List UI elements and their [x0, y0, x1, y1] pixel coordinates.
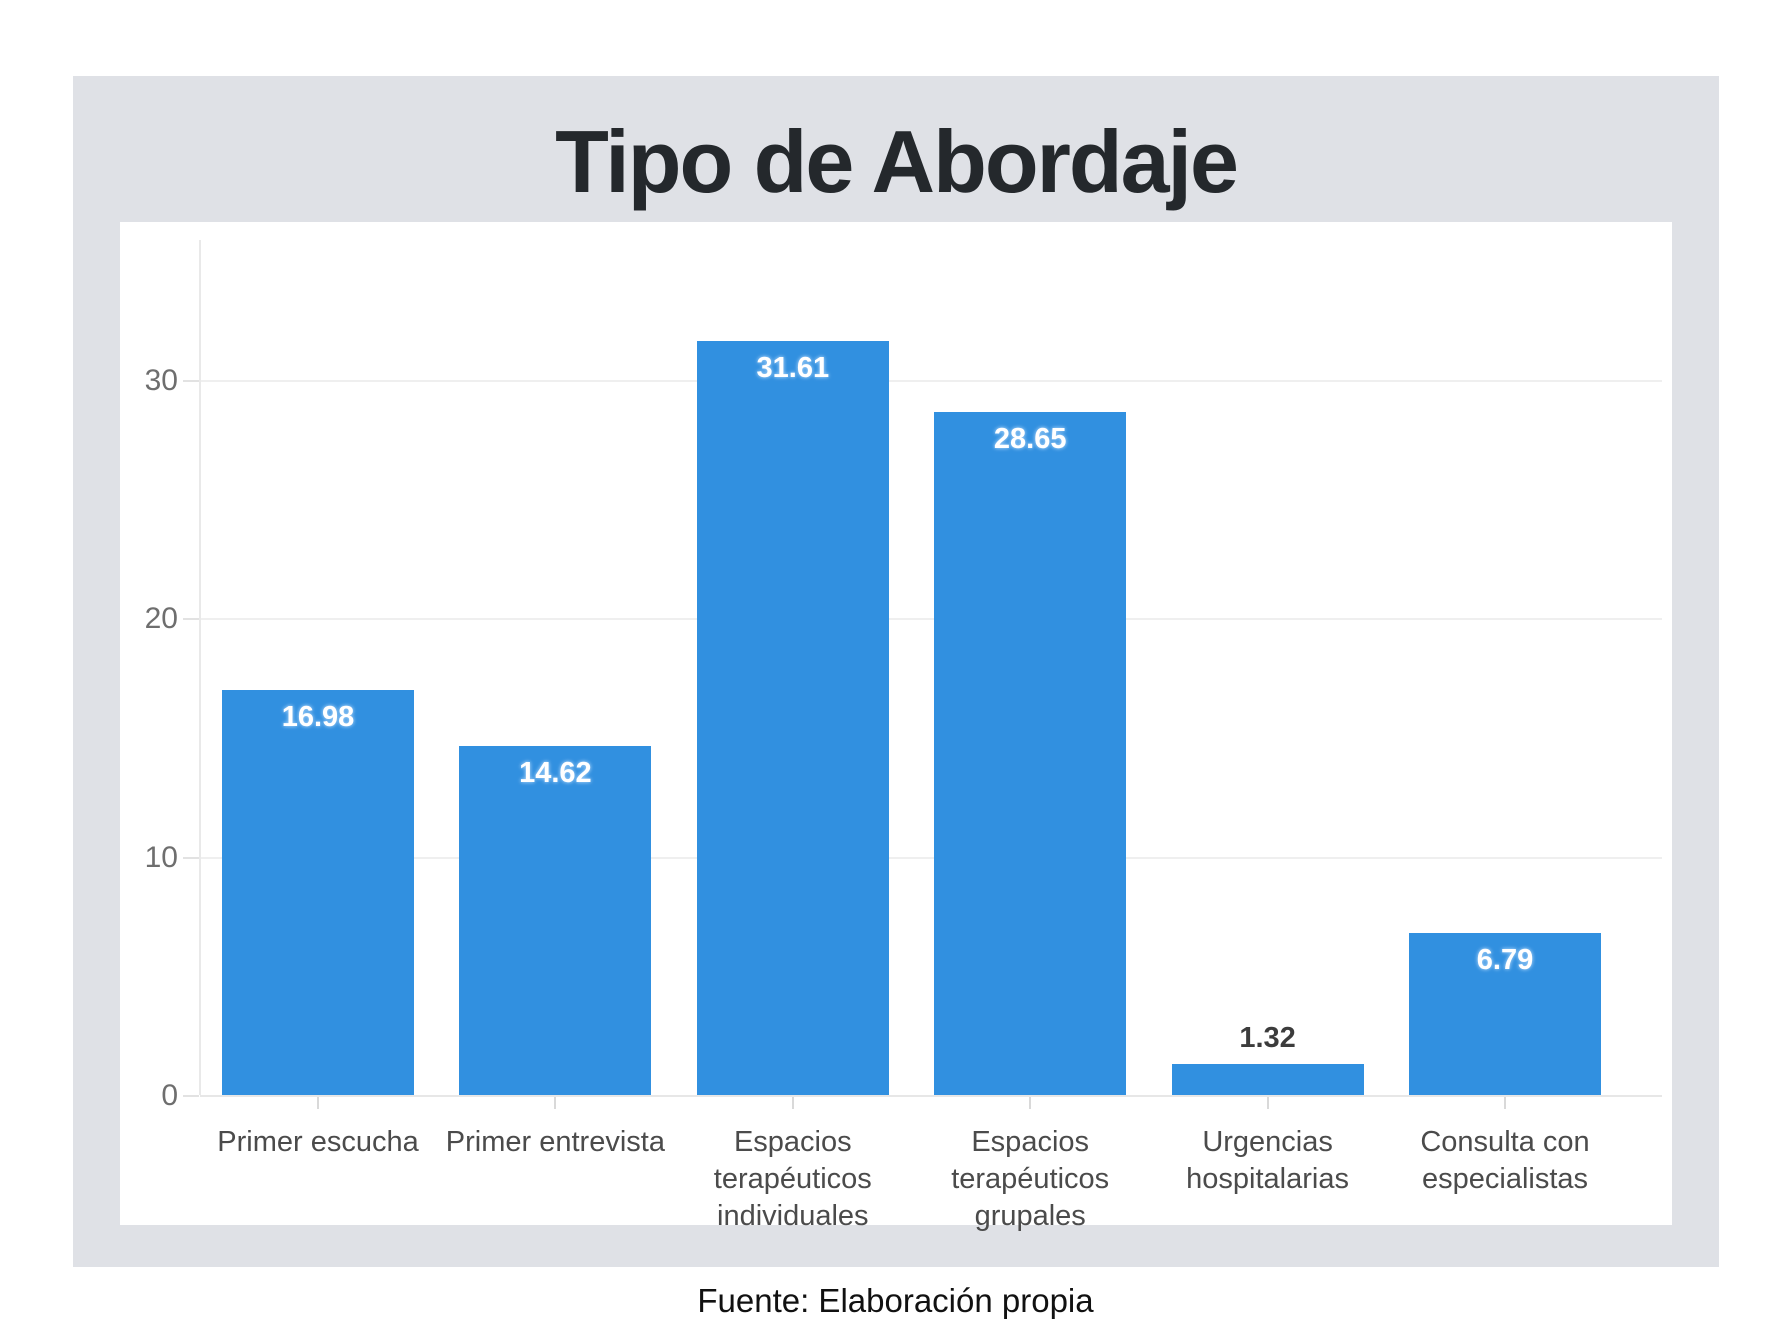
chart-title: Tipo de Abordaje	[555, 112, 1239, 211]
y-tick	[183, 618, 199, 621]
x-axis-label: Espacios terapéuticos grupales	[951, 1126, 1110, 1232]
y-tick	[183, 856, 199, 859]
y-tick	[183, 379, 199, 382]
x-axis-label: Espacios terapéuticos individuales	[713, 1126, 872, 1232]
x-axis-label: Primer escucha	[217, 1126, 419, 1158]
x-axis-label: Urgencias hospitalarias	[1186, 1126, 1349, 1195]
bar	[1409, 933, 1601, 1095]
x-axis-label: Consulta con especialistas	[1420, 1126, 1590, 1195]
bar	[459, 746, 652, 1095]
x-tick	[1029, 1097, 1032, 1109]
source-note: Fuente: Elaboración propia	[697, 1282, 1094, 1319]
bar-value-label: 28.65	[993, 422, 1067, 455]
x-tick	[1266, 1097, 1269, 1109]
x-tick	[791, 1097, 794, 1109]
gridline	[200, 379, 1662, 382]
bar	[696, 341, 889, 1095]
y-tick-label: 30	[144, 363, 178, 397]
x-axis-line	[200, 1095, 1662, 1097]
y-tick	[183, 1095, 199, 1097]
x-tick	[1504, 1097, 1506, 1109]
chart-card: Tipo de Abordaje 0 10 20 30 16.98 Primer escu…	[73, 76, 1719, 1267]
plot-area: 0 10 20 30 16.98 Primer escucha 14.62 Primer en…	[120, 222, 1672, 1232]
y-tick-label: 20	[144, 602, 178, 636]
y-axis-line	[199, 240, 201, 1095]
bar-value-label: 6.79	[1476, 944, 1534, 977]
bar-value-label: 14.62	[519, 757, 592, 790]
bar-value-label: 1.32	[1239, 1021, 1296, 1054]
y-tick-label: 0	[161, 1079, 178, 1112]
x-axis-label: Primer entrevista	[445, 1126, 665, 1158]
x-tick	[554, 1097, 557, 1109]
bar	[934, 411, 1127, 1095]
x-tick	[317, 1097, 319, 1109]
bar	[222, 690, 414, 1095]
gridline	[200, 618, 1662, 621]
bar	[1171, 1063, 1364, 1095]
bar-value-label: 31.61	[756, 352, 830, 385]
y-tick-label: 10	[144, 840, 178, 874]
gridline	[200, 856, 1662, 859]
bar-value-label: 16.98	[281, 701, 355, 734]
